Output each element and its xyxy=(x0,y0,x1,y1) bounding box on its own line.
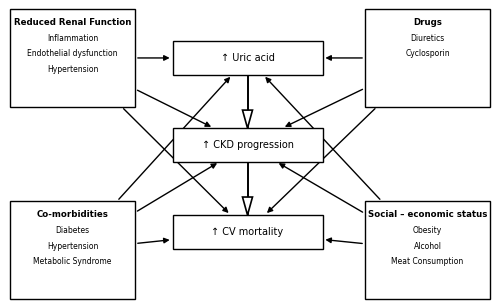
Text: Diuretics: Diuretics xyxy=(410,34,444,43)
Text: Diabetes: Diabetes xyxy=(56,226,90,235)
Text: Co-morbidities: Co-morbidities xyxy=(36,210,109,220)
Text: Endothelial dysfunction: Endothelial dysfunction xyxy=(27,49,118,59)
Text: Social – economic status: Social – economic status xyxy=(368,210,487,220)
Bar xyxy=(10,9,135,107)
Bar xyxy=(172,215,322,249)
Text: Alcohol: Alcohol xyxy=(414,242,442,251)
Text: Drugs: Drugs xyxy=(413,18,442,27)
Text: ↑ CKD progression: ↑ CKD progression xyxy=(202,140,294,150)
Text: Meat Consumption: Meat Consumption xyxy=(392,257,464,267)
Text: ↑ Uric acid: ↑ Uric acid xyxy=(220,53,274,63)
Bar xyxy=(172,41,322,75)
Polygon shape xyxy=(242,110,252,128)
Text: Hypertension: Hypertension xyxy=(47,242,98,251)
Bar xyxy=(365,9,490,107)
Bar xyxy=(365,201,490,299)
Bar xyxy=(172,128,322,162)
Text: ↑ CV mortality: ↑ CV mortality xyxy=(212,227,284,237)
Polygon shape xyxy=(242,197,252,215)
Text: Cyclosporin: Cyclosporin xyxy=(405,49,450,59)
Text: Obesity: Obesity xyxy=(413,226,442,235)
Text: Metabolic Syndrome: Metabolic Syndrome xyxy=(34,257,112,267)
Text: Reduced Renal Function: Reduced Renal Function xyxy=(14,18,131,27)
Text: Hypertension: Hypertension xyxy=(47,65,98,74)
Bar xyxy=(10,201,135,299)
Text: Inflammation: Inflammation xyxy=(47,34,98,43)
